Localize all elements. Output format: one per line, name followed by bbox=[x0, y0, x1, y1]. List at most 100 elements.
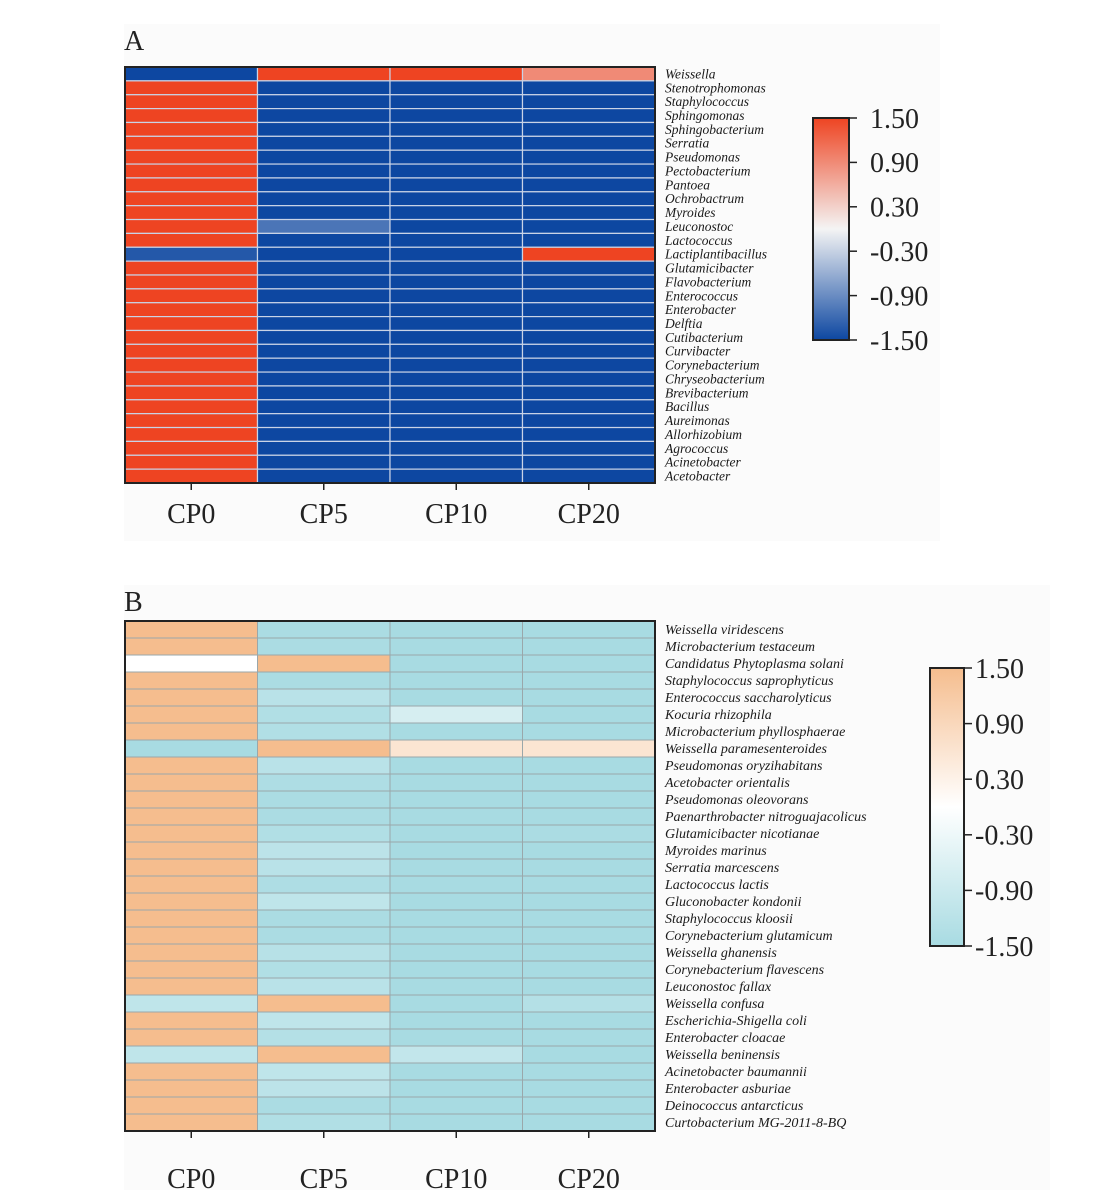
heatmap-cell bbox=[124, 620, 258, 639]
heatmap-cell bbox=[389, 371, 524, 387]
row-label: Candidatus Phytoplasma solani bbox=[665, 657, 844, 672]
heatmap-cell bbox=[389, 357, 524, 373]
heatmap-cell bbox=[124, 454, 259, 470]
heatmap-cell bbox=[521, 468, 656, 484]
heatmap-cell bbox=[124, 671, 258, 690]
heatmap-cell bbox=[124, 943, 258, 962]
heatmap-cell bbox=[124, 107, 259, 124]
row-label: Flavobacterium bbox=[664, 274, 751, 289]
colorbar-tick-label: 0.30 bbox=[870, 193, 919, 224]
heatmap-cell bbox=[124, 790, 258, 809]
colorbar-tick-label: -0.90 bbox=[870, 281, 928, 312]
heatmap-cell bbox=[256, 468, 391, 484]
heatmap-cell bbox=[521, 163, 656, 179]
heatmap-cell bbox=[389, 858, 523, 877]
colorbar bbox=[929, 667, 965, 947]
x-tick-label: CP20 bbox=[558, 1164, 620, 1195]
colorbar-tick-label: 0.90 bbox=[975, 709, 1024, 740]
heatmap-cell bbox=[521, 191, 656, 207]
heatmap-cell bbox=[124, 246, 259, 262]
row-label: Myroides marinus bbox=[664, 844, 767, 859]
heatmap-cell bbox=[124, 926, 258, 945]
row-label: Weissella viridescens bbox=[665, 623, 784, 638]
heatmap-cell bbox=[389, 288, 524, 304]
row-label: Enterobacter bbox=[664, 302, 736, 317]
heatmap-cell bbox=[124, 960, 258, 979]
heatmap-cell bbox=[521, 440, 656, 456]
row-label: Acinetobacter baumannii bbox=[664, 1065, 807, 1080]
heatmap-cell bbox=[124, 232, 259, 248]
heatmap-cell bbox=[124, 637, 258, 656]
heatmap-cell bbox=[389, 107, 524, 124]
heatmap-cell bbox=[389, 637, 523, 656]
heatmap-cell bbox=[389, 302, 524, 318]
heatmap-cell bbox=[389, 94, 524, 110]
heatmap-cell bbox=[389, 177, 524, 193]
heatmap-cell bbox=[522, 705, 656, 724]
heatmap-cell bbox=[389, 756, 523, 775]
heatmap-cell bbox=[124, 468, 259, 484]
heatmap-cell bbox=[521, 121, 656, 137]
heatmap-cell bbox=[521, 329, 656, 345]
heatmap-cell bbox=[257, 1045, 391, 1064]
heatmap-cell bbox=[256, 218, 391, 235]
heatmap-cell bbox=[257, 773, 391, 792]
heatmap-cell bbox=[522, 1096, 656, 1115]
heatmap-cell bbox=[389, 773, 523, 792]
row-label: Curvibacter bbox=[665, 344, 731, 359]
heatmap-cell bbox=[256, 357, 391, 373]
heatmap-cell bbox=[257, 756, 391, 775]
heatmap-cell bbox=[521, 246, 656, 262]
heatmap-cell bbox=[522, 1011, 656, 1030]
heatmap-cell bbox=[257, 943, 391, 962]
row-label: Sphingobacterium bbox=[665, 122, 764, 137]
heatmap-cell bbox=[124, 824, 258, 843]
row-label: Microbacterium testaceum bbox=[664, 640, 815, 655]
heatmap-cell bbox=[389, 260, 524, 276]
heatmap-cell bbox=[256, 371, 391, 387]
heatmap-cell bbox=[257, 824, 391, 843]
heatmap-cell bbox=[256, 149, 391, 165]
heatmap-cell bbox=[389, 960, 523, 979]
heatmap-cell bbox=[389, 149, 524, 165]
heatmap-cell bbox=[124, 218, 259, 235]
heatmap-cell bbox=[389, 790, 523, 809]
x-tick-label: CP0 bbox=[167, 1164, 215, 1195]
row-label: Curtobacterium MG-2011-8-BQ bbox=[665, 1116, 846, 1131]
heatmap-cell bbox=[522, 977, 656, 996]
heatmap-panel-a: WeissellaStenotrophomonasStaphylococcusS… bbox=[124, 66, 928, 530]
row-label: Deinococcus antarcticus bbox=[664, 1099, 804, 1114]
heatmap-cell bbox=[521, 343, 656, 359]
heatmap-cell bbox=[124, 149, 259, 165]
heatmap-cell bbox=[257, 858, 391, 877]
heatmap-cell bbox=[257, 909, 391, 928]
heatmap-cell bbox=[389, 399, 524, 415]
heatmap-cell bbox=[256, 107, 391, 124]
heatmap-cell bbox=[256, 385, 391, 401]
heatmap-cell bbox=[124, 705, 258, 724]
heatmap-cell bbox=[256, 66, 391, 82]
colorbar-tick-label: -0.30 bbox=[870, 237, 928, 268]
heatmap-cell bbox=[257, 705, 391, 724]
colorbar-tick-label: -1.50 bbox=[870, 326, 928, 357]
row-label: Microbacterium phyllosphaerae bbox=[664, 725, 845, 740]
heatmap-cell bbox=[124, 773, 258, 792]
heatmap-cell bbox=[521, 371, 656, 387]
row-label: Staphylococcus saprophyticus bbox=[665, 674, 834, 689]
heatmap-cell bbox=[257, 960, 391, 979]
heatmap-cell bbox=[389, 654, 523, 673]
row-label: Pseudomonas bbox=[664, 150, 740, 165]
heatmap-cell bbox=[124, 1028, 258, 1047]
heatmap-cell bbox=[389, 1079, 523, 1098]
heatmap-cell bbox=[257, 688, 391, 707]
heatmap-cell bbox=[389, 329, 524, 345]
heatmap-cell bbox=[521, 413, 656, 429]
heatmap-cell bbox=[124, 191, 259, 207]
row-label: Paenarthrobacter nitroguajacolicus bbox=[664, 810, 867, 825]
heatmap-cell bbox=[124, 1011, 258, 1030]
heatmap-cell bbox=[124, 135, 259, 151]
x-tick-label: CP10 bbox=[425, 1164, 487, 1195]
heatmap-cell bbox=[124, 426, 259, 442]
heatmap-cell bbox=[256, 426, 391, 442]
